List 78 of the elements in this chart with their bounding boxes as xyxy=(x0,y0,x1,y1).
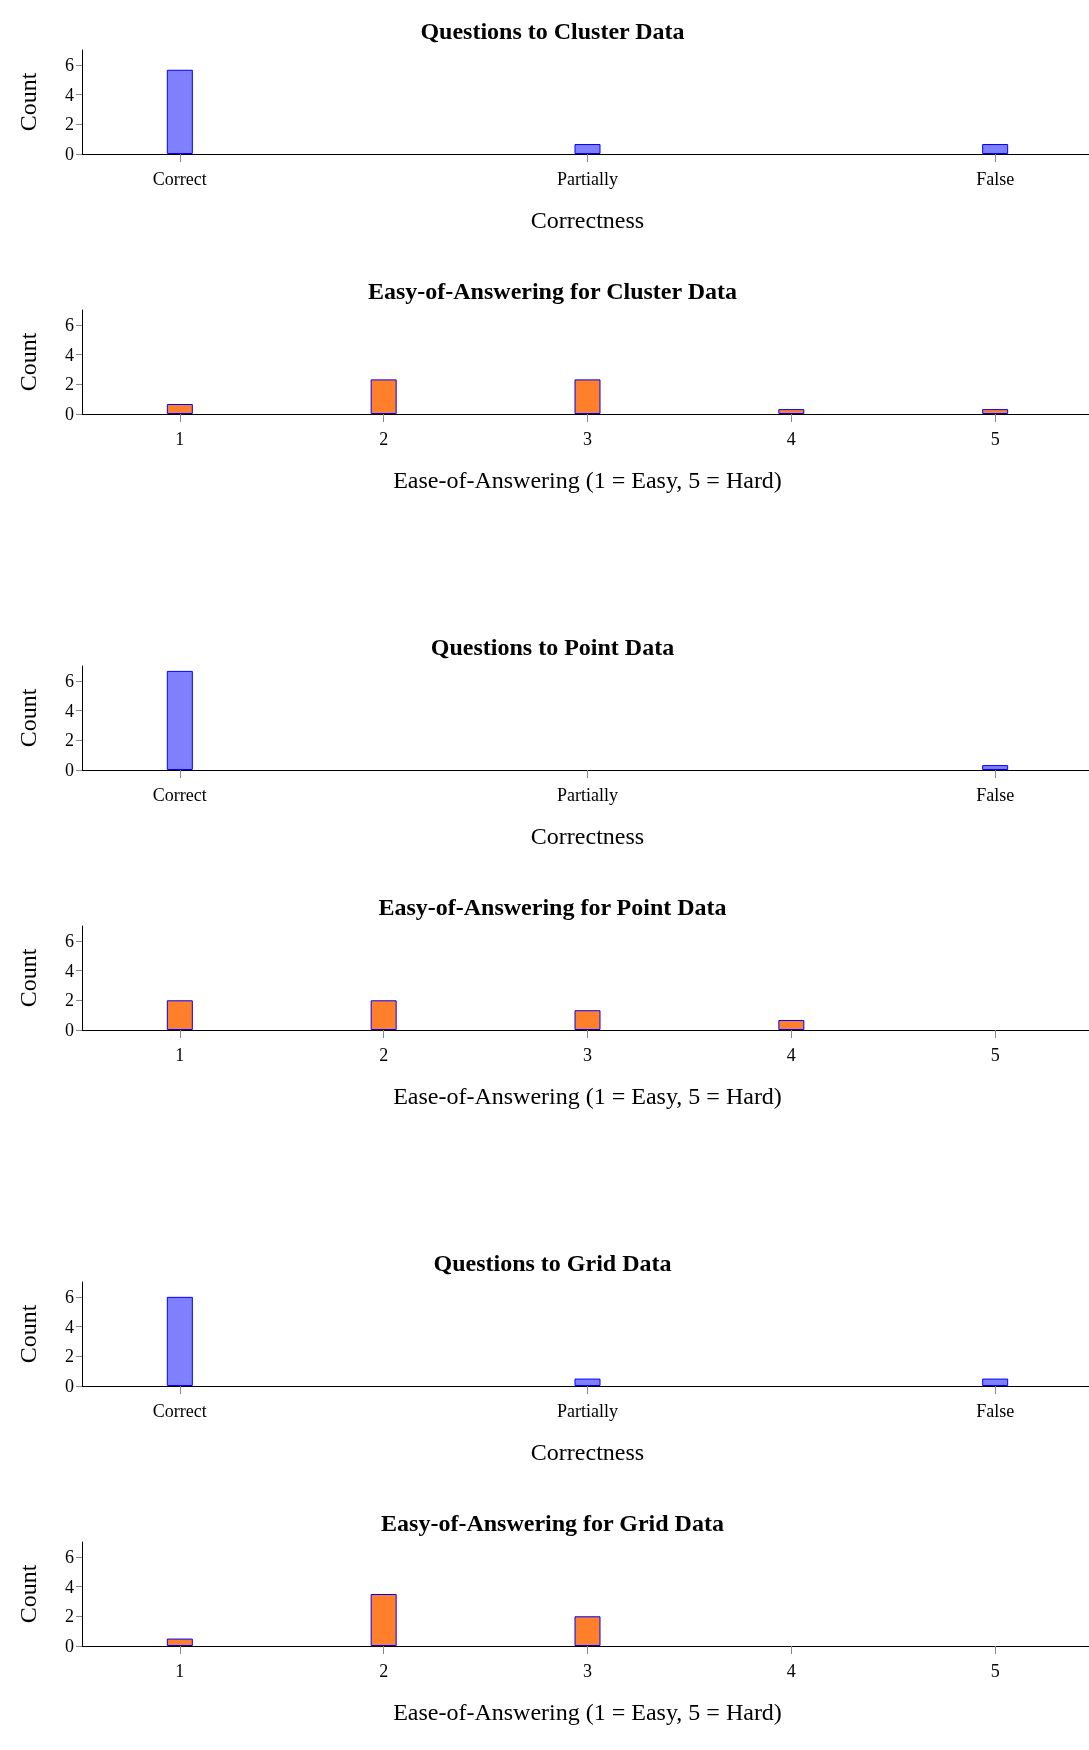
x-tick-label: 3 xyxy=(583,1045,592,1065)
bar xyxy=(166,1000,193,1030)
y-tick-label: 2 xyxy=(65,1346,74,1367)
bar xyxy=(574,379,601,414)
y-axis-title: Count xyxy=(15,72,41,132)
y-tick-label: 6 xyxy=(65,54,74,75)
bar xyxy=(370,379,397,414)
y-tick-label: 6 xyxy=(65,1546,74,1567)
y-tick-label: 2 xyxy=(65,730,74,751)
x-axis-title: Ease-of-Answering (1 = Easy, 5 = Hard) xyxy=(393,1083,782,1109)
x-tick-label: 4 xyxy=(786,1661,796,1681)
x-tick-label: Correct xyxy=(152,1401,207,1421)
x-axis-title: Correctness xyxy=(530,823,645,849)
x-tick-label: 3 xyxy=(583,1661,592,1681)
x-tick-label: 2 xyxy=(379,1661,389,1681)
x-tick-label: False xyxy=(976,1401,1015,1421)
y-tick-label: 0 xyxy=(65,1376,74,1396)
chart-title: Easy-of-Answering for Cluster Data xyxy=(367,278,738,304)
chart-title: Easy-of-Answering for Grid Data xyxy=(381,1510,724,1536)
bar xyxy=(574,1616,601,1646)
y-tick-label: 4 xyxy=(65,700,74,721)
x-tick-label: 4 xyxy=(786,1045,796,1065)
y-axis-title: Count xyxy=(15,948,41,1008)
y-tick-label: 6 xyxy=(65,930,74,951)
y-tick-label: 4 xyxy=(65,84,74,105)
bar xyxy=(370,1594,397,1646)
y-tick-label: 2 xyxy=(65,114,74,135)
y-tick-label: 4 xyxy=(65,344,74,365)
x-tick-label: Partially xyxy=(557,785,618,805)
x-tick-label: Partially xyxy=(557,169,618,189)
x-tick-label: 3 xyxy=(583,429,592,449)
y-tick-label: 0 xyxy=(65,144,74,164)
x-tick-label: 1 xyxy=(175,1045,185,1065)
y-axis-title: Count xyxy=(15,332,41,392)
y-axis-title: Count xyxy=(15,1564,41,1624)
y-tick-label: 6 xyxy=(65,670,74,691)
y-axis-title: Count xyxy=(15,1304,41,1364)
x-tick-label: 2 xyxy=(379,429,389,449)
bar xyxy=(370,1000,397,1030)
y-tick-label: 6 xyxy=(65,1286,74,1307)
x-tick-label: Partially xyxy=(557,1401,618,1421)
x-axis-title: Ease-of-Answering (1 = Easy, 5 = Hard) xyxy=(393,1699,782,1725)
y-tick-label: 2 xyxy=(65,374,74,395)
x-tick-label: 1 xyxy=(175,1661,185,1681)
bar xyxy=(166,1638,193,1646)
chart-title: Questions to Cluster Data xyxy=(420,18,685,44)
bar xyxy=(166,404,193,414)
x-tick-label: Correct xyxy=(152,169,207,189)
y-tick-label: 0 xyxy=(65,1636,74,1656)
chart-title: Questions to Point Data xyxy=(430,634,675,660)
y-tick-label: 2 xyxy=(65,1606,74,1627)
y-tick-label: 2 xyxy=(65,990,74,1011)
bar xyxy=(574,1010,601,1030)
bar xyxy=(778,409,805,414)
x-tick-label: False xyxy=(976,785,1015,805)
x-tick-label: Correct xyxy=(152,785,207,805)
x-axis-title: Ease-of-Answering (1 = Easy, 5 = Hard) xyxy=(393,467,782,493)
bar xyxy=(982,409,1009,414)
bar xyxy=(778,1020,805,1030)
x-tick-label: 2 xyxy=(379,1045,389,1065)
x-axis-title: Correctness xyxy=(530,207,645,233)
y-tick-label: 0 xyxy=(65,760,74,780)
y-tick-label: 4 xyxy=(65,1316,74,1337)
x-tick-label: 1 xyxy=(175,429,185,449)
x-axis-title: Correctness xyxy=(530,1439,645,1465)
y-tick-label: 0 xyxy=(65,404,74,424)
chart-title: Easy-of-Answering for Point Data xyxy=(378,894,727,920)
x-tick-label: 5 xyxy=(990,1045,1000,1065)
x-tick-label: 5 xyxy=(990,1661,1000,1681)
y-axis-title: Count xyxy=(15,688,41,748)
chart-title: Questions to Grid Data xyxy=(433,1250,672,1276)
y-tick-label: 4 xyxy=(65,960,74,981)
x-tick-label: 4 xyxy=(786,429,796,449)
x-tick-label: False xyxy=(976,169,1015,189)
y-tick-label: 4 xyxy=(65,1576,74,1597)
x-tick-label: 5 xyxy=(990,429,1000,449)
y-tick-label: 6 xyxy=(65,314,74,335)
y-tick-label: 0 xyxy=(65,1020,74,1040)
